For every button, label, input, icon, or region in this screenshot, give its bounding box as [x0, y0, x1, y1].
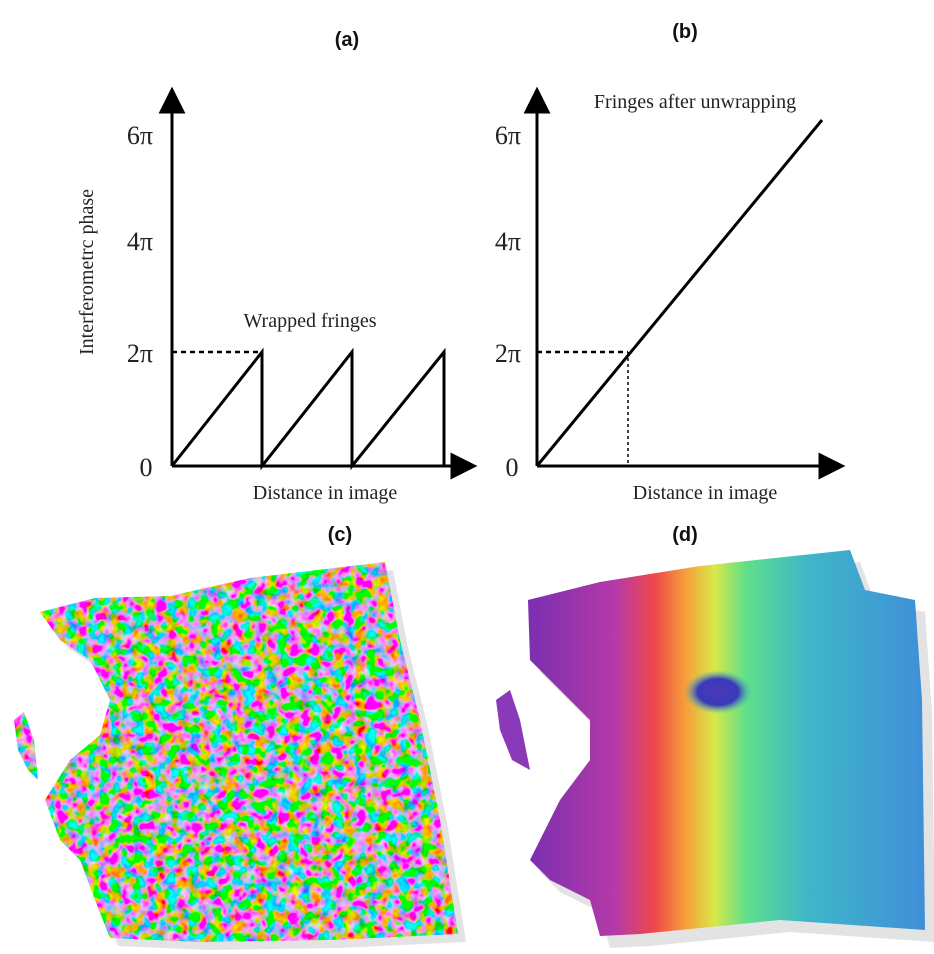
- panel-label: (a): [335, 29, 359, 51]
- x-axis-label: Distance in image: [633, 482, 778, 504]
- unwrapped-interferogram: [496, 550, 934, 948]
- tick-label: 4π: [495, 227, 521, 256]
- tick-label: 4π: [127, 227, 153, 256]
- tick-label: 6π: [127, 121, 153, 150]
- sawtooth: [170, 347, 446, 471]
- y-axis-label: Interferometrc phase: [76, 189, 98, 355]
- tick-label: 2π: [127, 339, 153, 368]
- panel-label: (c): [328, 524, 352, 546]
- annotation: Fringes after unwrapping: [594, 91, 796, 113]
- x-axis-label: Distance in image: [253, 482, 398, 504]
- tick-label: 0: [506, 453, 519, 482]
- tick-label: 0: [140, 453, 153, 482]
- wrapped-interferogram: [14, 562, 466, 950]
- panel-label: (d): [672, 524, 698, 546]
- tick-label: 6π: [495, 121, 521, 150]
- unwrapped-line: [535, 119, 824, 467]
- panel-label: (b): [672, 21, 698, 43]
- annotation: Wrapped fringes: [243, 310, 376, 332]
- tick-label: 2π: [495, 339, 521, 368]
